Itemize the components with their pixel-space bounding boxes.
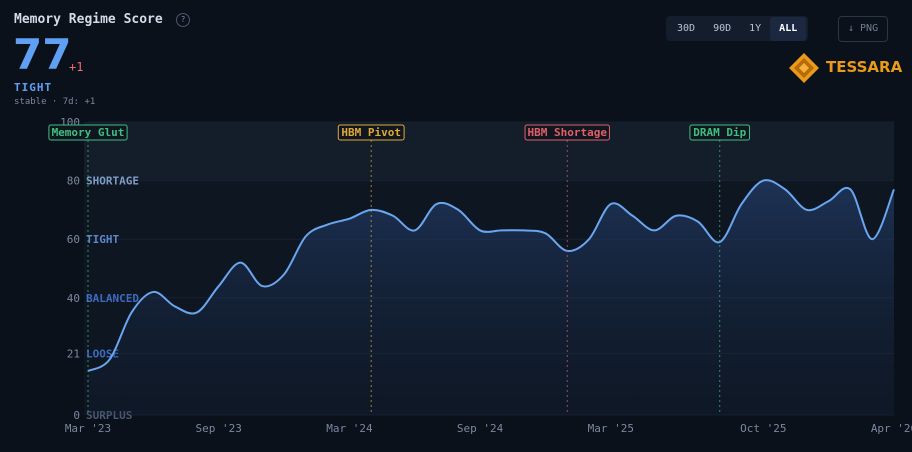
event-label: HBM Shortage: [528, 126, 608, 139]
zone-label: SHORTAGE: [86, 175, 139, 188]
range-button[interactable]: 90D: [713, 23, 732, 34]
x-tick-label: Sep '24: [457, 422, 504, 435]
x-tick-label: Apr '26: [871, 422, 912, 435]
delta: +1: [69, 60, 84, 74]
help-icon[interactable]: ?: [176, 13, 190, 27]
zone-label: TIGHT: [86, 233, 119, 246]
title: Memory Regime Score: [14, 12, 163, 27]
range-button[interactable]: 1Y: [749, 23, 762, 34]
logo-icon: [789, 53, 819, 83]
x-tick-label: Sep '23: [196, 422, 242, 435]
logo-text: TESSARA: [826, 58, 903, 76]
y-tick-label: 0: [73, 409, 80, 422]
line: [87, 179, 895, 372]
x-tick-label: Oct '25: [740, 422, 786, 435]
x-tick-label: Mar '25: [588, 422, 634, 435]
event-badge: [48, 124, 128, 141]
event-label: DRAM Dip: [693, 126, 746, 139]
y-tick-label: 80: [67, 175, 80, 188]
range-selector: 30D 90D 1Y ALL: [666, 16, 809, 41]
y-tick-label: 40: [67, 292, 80, 305]
event-label: HBM Pivot: [341, 126, 401, 139]
range-button[interactable]: 30D: [677, 23, 696, 34]
status: stable · 7d: +1: [14, 97, 96, 107]
x-tick-label: Mar '23: [65, 422, 111, 435]
area: [88, 180, 894, 415]
event-label: Memory Glut: [52, 126, 125, 139]
range-button[interactable]: ALL: [770, 17, 807, 41]
zone-label: BALANCED: [86, 292, 139, 305]
y-tick-label: 21: [67, 347, 80, 360]
event-badge: [689, 124, 751, 141]
y-tick-label: 60: [67, 233, 80, 246]
shortage-zone: [84, 122, 894, 181]
x-tick-label: Mar '24: [326, 422, 373, 435]
regime: TIGHT: [14, 81, 53, 94]
export-button[interactable]: ↓ PNG: [838, 16, 889, 42]
event-badge: [337, 124, 405, 141]
event-badge: [524, 124, 610, 141]
score: 77: [13, 30, 72, 79]
